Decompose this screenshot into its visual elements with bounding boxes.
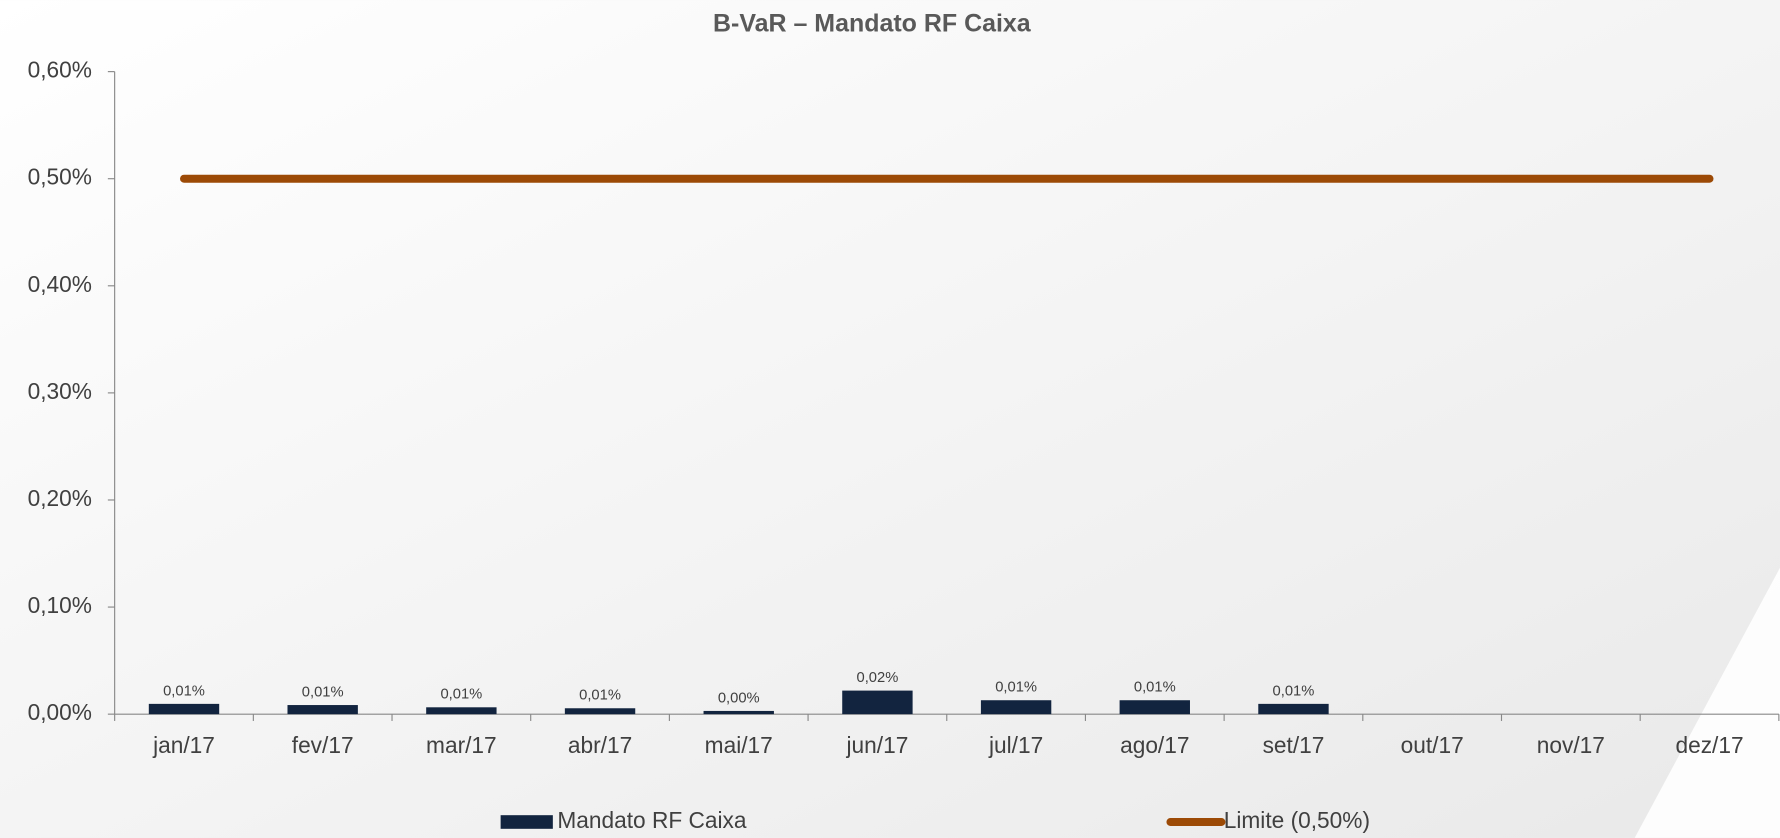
bar [564, 708, 636, 715]
data-label: 0,01% [579, 688, 621, 704]
x-tick-label: jun/17 [846, 732, 909, 758]
x-tick-label: ago/17 [1120, 732, 1189, 758]
bar [1119, 700, 1190, 715]
y-tick-label: 0,30% [28, 378, 92, 404]
x-tick-label: abr/17 [568, 732, 632, 758]
chart-title: B-VaR – Mandato RF Caixa [713, 10, 1032, 38]
data-label: 0,00% [718, 690, 760, 706]
bar [980, 700, 1052, 715]
x-tick-label: jul/17 [988, 732, 1043, 758]
y-tick-label: 0,50% [28, 164, 92, 190]
bar [703, 710, 774, 715]
x-tick-label: mai/17 [705, 732, 773, 758]
x-tick-label: mar/17 [426, 732, 497, 758]
bar [426, 707, 497, 715]
y-tick-label: 0,20% [28, 485, 92, 511]
data-label: 0,02% [857, 670, 899, 686]
data-label: 0,01% [995, 680, 1037, 696]
data-label: 0,01% [302, 684, 344, 700]
data-label: 0,01% [440, 687, 482, 703]
data-label: 0,01% [163, 683, 205, 699]
legend-label: Limite (0,50%) [1224, 807, 1370, 833]
x-tick-label: fev/17 [292, 732, 354, 758]
bar [148, 703, 220, 715]
x-tick-label: out/17 [1401, 732, 1464, 758]
y-tick-label: 0,40% [28, 271, 92, 297]
data-label: 0,01% [1134, 680, 1176, 696]
bar [1258, 703, 1329, 715]
bar [842, 690, 913, 715]
x-tick-label: jan/17 [152, 732, 215, 758]
data-label: 0,01% [1273, 683, 1315, 699]
x-tick-label: set/17 [1263, 732, 1325, 758]
x-tick-label: dez/17 [1675, 732, 1743, 758]
decoration [1634, 567, 1780, 838]
x-tick-label: nov/17 [1537, 732, 1605, 758]
bar [287, 705, 358, 715]
legend-label: Mandato RF Caixa [557, 807, 747, 833]
y-tick-label: 0,10% [28, 592, 92, 618]
legend-swatch [500, 815, 553, 829]
y-tick-label: 0,00% [28, 699, 92, 725]
y-tick-label: 0,60% [28, 57, 92, 83]
